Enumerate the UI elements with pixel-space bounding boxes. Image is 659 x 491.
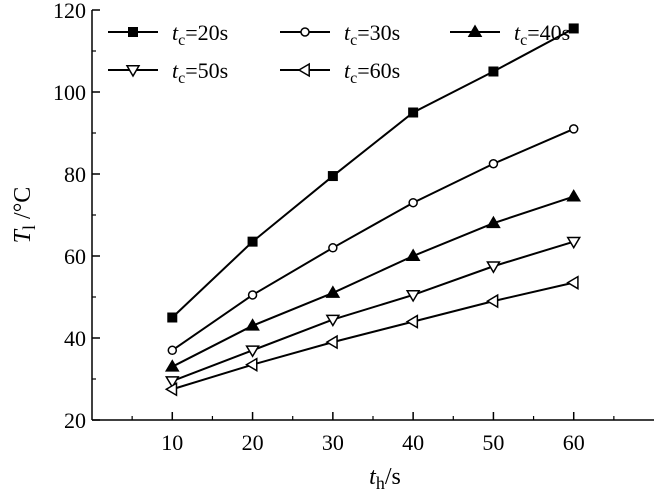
- data-point: [167, 312, 178, 323]
- data-point: [247, 236, 258, 247]
- legend-marker: [125, 65, 141, 78]
- series-5: [164, 275, 579, 397]
- y-tick-label: 40: [64, 326, 86, 351]
- data-point: [486, 215, 501, 229]
- series-line: [171, 240, 575, 382]
- legend-label: tc=40s: [514, 20, 570, 49]
- series-line: [171, 127, 575, 352]
- y-tick-label: 20: [64, 408, 86, 433]
- ticks: 20 40 60 80 100 120 10 20 30 40 50 60: [53, 0, 615, 455]
- series-line: [171, 27, 575, 319]
- data-point: [566, 189, 582, 202]
- data-point: [405, 248, 421, 261]
- data-point: [488, 66, 499, 77]
- x-tick-label: 20: [242, 430, 264, 455]
- x-tick-label: 50: [482, 430, 504, 455]
- legend-label: tc=50s: [172, 58, 228, 87]
- legend-item: tc=40s: [450, 20, 570, 49]
- legend: tc=20s tc=30s tc=40s tc=50s tc=60s: [108, 20, 570, 87]
- legend-marker: [467, 24, 483, 37]
- series-3: [164, 189, 582, 372]
- data-point: [566, 275, 579, 290]
- legend-item: tc=60s: [280, 58, 400, 87]
- x-tick-label: 30: [322, 430, 344, 455]
- data-point: [245, 357, 258, 372]
- data-point: [325, 314, 341, 328]
- data-point: [245, 345, 260, 358]
- axis-titles: th/s Tl /°C: [10, 187, 401, 491]
- data-point: [164, 376, 180, 389]
- data-point: [325, 334, 338, 350]
- legend-item: tc=50s: [108, 58, 228, 87]
- data-point: [408, 107, 419, 118]
- x-axis-title: th/s: [369, 464, 401, 491]
- series-1: [167, 23, 579, 323]
- data-point: [566, 236, 582, 250]
- data-point: [486, 261, 501, 274]
- data-point: [247, 290, 258, 300]
- series-2: [167, 124, 579, 356]
- legend-item: tc=20s: [108, 20, 228, 49]
- legend-marker: [128, 27, 138, 37]
- data-point: [167, 345, 178, 356]
- data-point: [164, 359, 180, 372]
- data-point: [408, 197, 418, 208]
- data-point: [164, 381, 178, 397]
- y-tick-label: 80: [64, 162, 86, 187]
- series-line: [171, 281, 574, 391]
- data-point: [405, 290, 421, 303]
- x-tick-label: 10: [161, 430, 183, 455]
- data-point: [245, 318, 260, 331]
- x-tick-label: 60: [563, 430, 585, 455]
- series-line: [171, 195, 575, 368]
- y-tick-label: 60: [64, 244, 86, 269]
- legend-label: tc=20s: [172, 20, 228, 49]
- data-point: [405, 314, 419, 329]
- legend-label: tc=60s: [344, 58, 400, 87]
- legend-item: tc=30s: [280, 20, 400, 49]
- data-point: [488, 159, 499, 169]
- data-point: [325, 285, 341, 298]
- series-group: [164, 23, 582, 397]
- legend-label: tc=30s: [344, 20, 400, 49]
- y-tick-label: 100: [53, 80, 86, 105]
- data-point: [328, 243, 338, 253]
- series-4: [164, 236, 582, 389]
- legend-marker: [300, 27, 310, 37]
- y-tick-label: 120: [53, 0, 86, 23]
- data-point: [485, 293, 499, 309]
- data-point: [568, 23, 579, 34]
- x-tick-label: 40: [402, 430, 424, 455]
- data-point: [327, 171, 338, 182]
- legend-marker: [297, 62, 310, 78]
- y-axis-title: Tl /°C: [10, 187, 39, 244]
- data-point: [568, 124, 579, 134]
